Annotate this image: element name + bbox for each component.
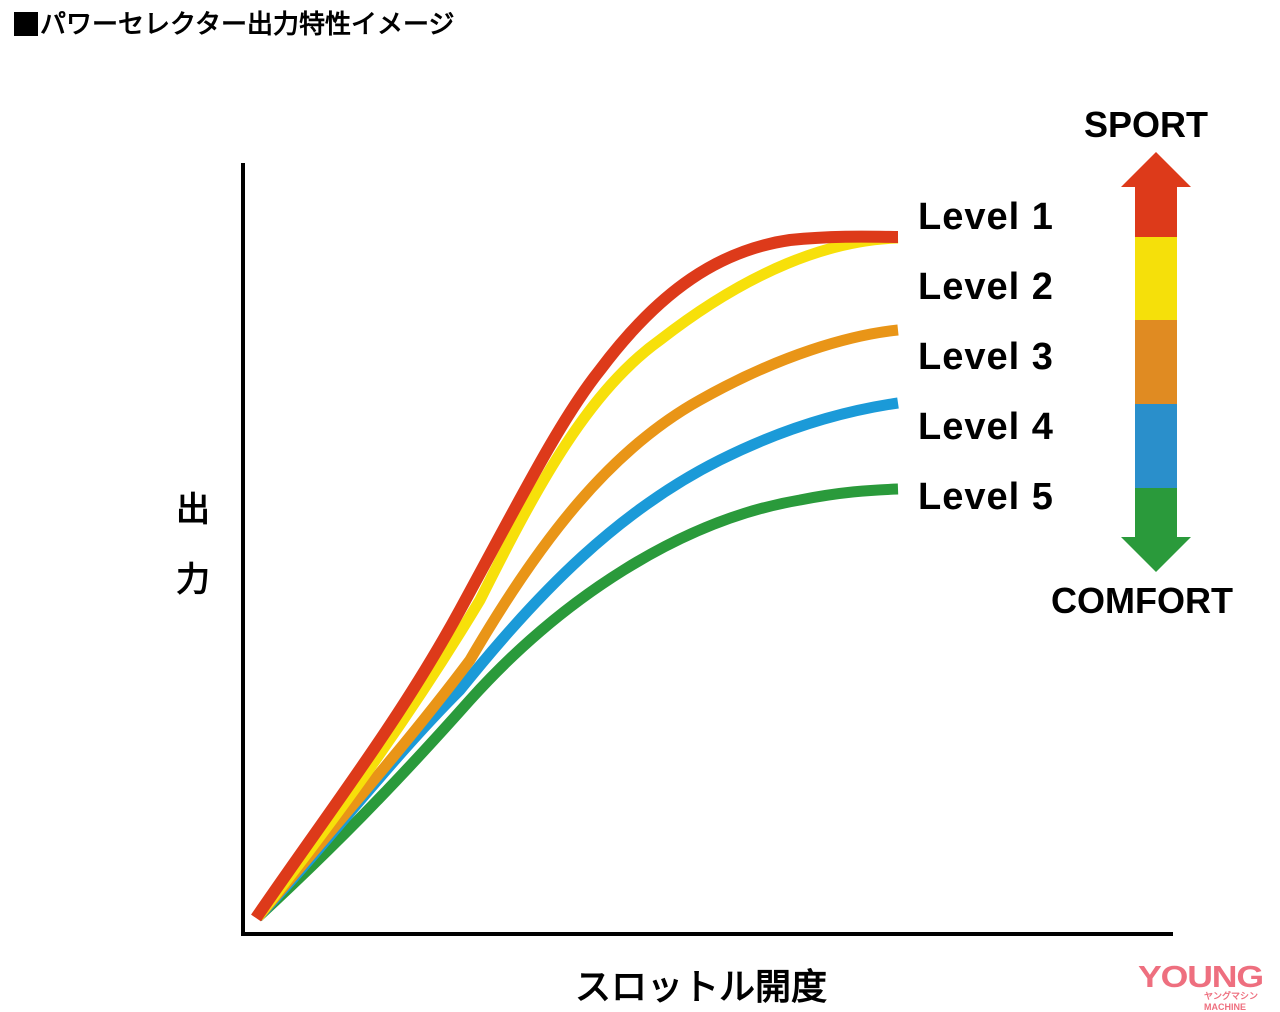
scale-segment-3 [1135, 320, 1177, 404]
scale-segment-1 [1121, 152, 1191, 237]
curve-level-2 [253, 232, 899, 921]
scale-segment-4 [1135, 404, 1177, 488]
chart-title-text: パワーセレクター出力特性イメージ [40, 10, 455, 40]
scale-segment-5 [1121, 488, 1191, 572]
sport-comfort-scale [1121, 152, 1191, 572]
scale-segment-2 [1135, 237, 1177, 320]
level-5-label: Level 5 [918, 476, 1054, 518]
curve-level-1 [251, 230, 899, 922]
logo-main-text: YOUNG [1138, 959, 1264, 994]
comfort-label: COMFORT [1051, 580, 1233, 621]
y-axis-label: 出 力 [173, 475, 213, 615]
level-2-label: Level 2 [918, 266, 1054, 308]
chart-title: パワーセレクター出力特性イメージ [14, 4, 454, 41]
sport-label: SPORT [1084, 104, 1209, 145]
level-1-label: Level 1 [918, 196, 1054, 238]
logo-sub-text: ヤングマシン MACHINE [1204, 991, 1259, 1012]
young-machine-logo: YOUNG ヤングマシン MACHINE [1138, 961, 1268, 1012]
curve-level-3 [253, 324, 899, 921]
curve-level-4 [253, 397, 899, 921]
square-bullet-icon [14, 12, 38, 36]
curve-level-5 [254, 483, 899, 922]
level-4-label: Level 4 [918, 406, 1054, 448]
y-axis-label-char-1: 出 [176, 490, 210, 530]
y-axis-label-char-2: 力 [176, 560, 210, 600]
level-3-label: Level 3 [918, 336, 1054, 378]
x-axis-label: スロットル開度 [575, 967, 828, 1008]
